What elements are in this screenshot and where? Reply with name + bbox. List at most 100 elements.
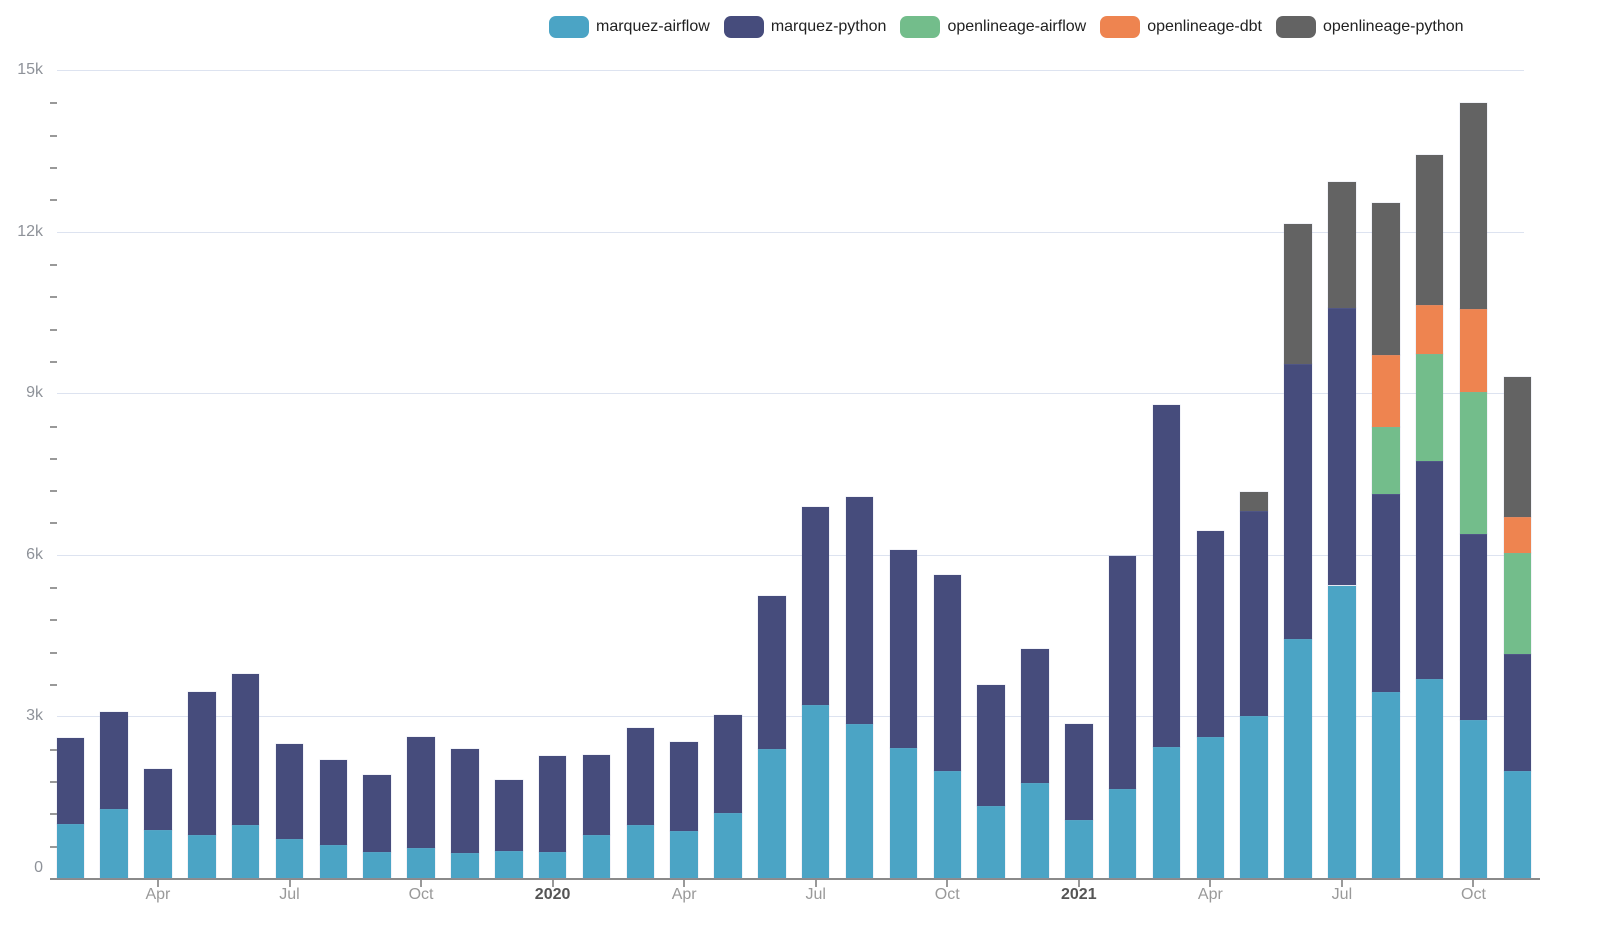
bar-segment-marquez-airflow-2021-02[interactable] bbox=[1108, 788, 1137, 878]
bar-segment-marquez-airflow-2021-01[interactable] bbox=[1065, 819, 1093, 878]
gridline-9k bbox=[57, 393, 1524, 395]
bar-segment-marquez-airflow-2019-09[interactable] bbox=[363, 852, 391, 878]
bar-segment-marquez-airflow-2019-02[interactable] bbox=[56, 823, 84, 878]
bar-segment-marquez-airflow-2020-03[interactable] bbox=[626, 825, 655, 878]
bar-segment-marquez-python-2019-04[interactable] bbox=[144, 769, 172, 831]
bar-segment-marquez-python-2020-06[interactable] bbox=[758, 595, 786, 749]
bar-segment-marquez-python-2019-10[interactable] bbox=[407, 737, 435, 849]
bar-segment-openlineage-dbt-2021-10[interactable] bbox=[1459, 309, 1488, 393]
bar-segment-marquez-airflow-2019-05[interactable] bbox=[188, 835, 216, 878]
bar-segment-marquez-airflow-2020-11[interactable] bbox=[977, 805, 1005, 878]
bar-segment-openlineage-python-2021-11[interactable] bbox=[1503, 376, 1532, 517]
bar-segment-marquez-airflow-2020-01[interactable] bbox=[538, 851, 567, 878]
bar-segment-marquez-python-2020-05[interactable] bbox=[714, 715, 742, 813]
y-minor-tick bbox=[50, 490, 57, 493]
bar-segment-marquez-airflow-2020-10[interactable] bbox=[933, 770, 961, 878]
bar-segment-marquez-python-2021-03[interactable] bbox=[1152, 404, 1181, 747]
bar-segment-openlineage-python-2021-06[interactable] bbox=[1284, 223, 1312, 364]
legend-item-marquez-airflow[interactable]: marquez-airflow bbox=[549, 16, 710, 38]
bar-segment-marquez-airflow-2019-12[interactable] bbox=[495, 851, 523, 878]
y-minor-tick bbox=[50, 296, 57, 299]
bar-segment-marquez-airflow-2021-11[interactable] bbox=[1503, 770, 1532, 878]
bar-segment-marquez-python-2019-07[interactable] bbox=[275, 744, 304, 840]
legend-item-openlineage-dbt[interactable]: openlineage-dbt bbox=[1100, 16, 1262, 38]
bar-segment-marquez-python-2019-05[interactable] bbox=[188, 692, 216, 836]
bar-segment-marquez-python-2020-07[interactable] bbox=[801, 507, 830, 706]
bar-segment-marquez-airflow-2021-06[interactable] bbox=[1284, 639, 1312, 878]
bar-segment-marquez-airflow-2019-10[interactable] bbox=[407, 848, 435, 878]
bar-segment-marquez-python-2020-03[interactable] bbox=[626, 728, 655, 826]
y-minor-tick bbox=[50, 522, 57, 525]
bar-segment-openlineage-python-2021-08[interactable] bbox=[1372, 202, 1400, 356]
bar-segment-marquez-airflow-2019-08[interactable] bbox=[319, 844, 348, 878]
bar-segment-marquez-airflow-2021-05[interactable] bbox=[1240, 716, 1268, 878]
bar-segment-marquez-python-2019-12[interactable] bbox=[495, 779, 523, 852]
bar-segment-marquez-python-2019-02[interactable] bbox=[56, 738, 84, 824]
bar-segment-marquez-python-2020-10[interactable] bbox=[933, 574, 961, 771]
legend-item-openlineage-airflow[interactable]: openlineage-airflow bbox=[900, 16, 1086, 38]
bar-segment-marquez-python-2021-07[interactable] bbox=[1328, 308, 1356, 586]
bar-segment-marquez-python-2021-02[interactable] bbox=[1108, 556, 1137, 789]
bar-segment-openlineage-airflow-2021-10[interactable] bbox=[1459, 392, 1488, 534]
bar-segment-marquez-airflow-2021-10[interactable] bbox=[1459, 720, 1488, 878]
bar-segment-marquez-airflow-2019-11[interactable] bbox=[451, 853, 479, 878]
legend-item-openlineage-python[interactable]: openlineage-python bbox=[1275, 16, 1464, 38]
bar-segment-marquez-airflow-2020-02[interactable] bbox=[582, 835, 611, 878]
bar-segment-marquez-python-2019-03[interactable] bbox=[100, 711, 128, 809]
bar-segment-marquez-airflow-2020-12[interactable] bbox=[1021, 782, 1049, 878]
bar-segment-marquez-python-2019-09[interactable] bbox=[363, 775, 391, 853]
bar-segment-marquez-airflow-2021-09[interactable] bbox=[1415, 678, 1444, 878]
bar-segment-marquez-python-2020-09[interactable] bbox=[889, 550, 918, 748]
bar-segment-marquez-python-2020-01[interactable] bbox=[538, 755, 567, 852]
bar-segment-openlineage-airflow-2021-08[interactable] bbox=[1372, 427, 1400, 495]
bar-segment-marquez-python-2019-11[interactable] bbox=[451, 748, 479, 854]
bar-segment-marquez-python-2021-11[interactable] bbox=[1503, 653, 1532, 771]
bar-segment-marquez-airflow-2019-07[interactable] bbox=[275, 839, 304, 878]
bar-segment-openlineage-python-2021-10[interactable] bbox=[1459, 102, 1488, 310]
bar-segment-marquez-airflow-2019-03[interactable] bbox=[100, 808, 128, 878]
bar-segment-openlineage-dbt-2021-08[interactable] bbox=[1372, 355, 1400, 428]
bar-segment-marquez-airflow-2019-04[interactable] bbox=[144, 830, 172, 878]
bar-segment-marquez-airflow-2021-08[interactable] bbox=[1372, 692, 1400, 878]
bar-segment-marquez-airflow-2019-06[interactable] bbox=[231, 825, 260, 878]
bar-segment-marquez-python-2021-10[interactable] bbox=[1459, 533, 1488, 721]
bar-segment-openlineage-python-2021-05[interactable] bbox=[1240, 492, 1268, 512]
bar-segment-openlineage-airflow-2021-09[interactable] bbox=[1415, 354, 1444, 462]
bar-segment-marquez-airflow-2020-08[interactable] bbox=[845, 723, 874, 878]
bar-segment-marquez-airflow-2021-04[interactable] bbox=[1196, 737, 1225, 878]
bar-segment-marquez-python-2020-04[interactable] bbox=[670, 741, 698, 831]
x-axis-label-2020-07: Jul bbox=[805, 886, 826, 903]
bar-segment-marquez-python-2019-06[interactable] bbox=[231, 674, 260, 826]
bar-segment-marquez-python-2019-08[interactable] bbox=[319, 760, 348, 845]
bar-segment-marquez-airflow-2020-05[interactable] bbox=[714, 812, 742, 878]
bar-segment-marquez-airflow-2020-07[interactable] bbox=[801, 705, 830, 878]
y-minor-tick bbox=[50, 748, 57, 751]
bar-segment-marquez-airflow-2021-03[interactable] bbox=[1152, 746, 1181, 878]
bar-segment-marquez-airflow-2020-06[interactable] bbox=[758, 748, 786, 878]
bar-segment-marquez-python-2021-06[interactable] bbox=[1284, 363, 1312, 640]
bar-segment-marquez-python-2021-04[interactable] bbox=[1196, 530, 1225, 738]
y-axis-label: 12k bbox=[17, 222, 43, 240]
legend-item-marquez-python[interactable]: marquez-python bbox=[723, 16, 886, 38]
bar-segment-marquez-airflow-2021-07[interactable] bbox=[1328, 585, 1356, 878]
bar-segment-openlineage-dbt-2021-11[interactable] bbox=[1503, 516, 1532, 554]
bar-segment-marquez-python-2021-08[interactable] bbox=[1372, 494, 1400, 693]
y-minor-tick bbox=[50, 457, 57, 460]
legend-swatch-icon bbox=[900, 16, 941, 38]
x-axis-label-2020-01: 2020 bbox=[534, 886, 571, 903]
bar-segment-marquez-airflow-2020-04[interactable] bbox=[670, 830, 698, 878]
bar-segment-marquez-python-2021-01[interactable] bbox=[1065, 723, 1093, 820]
bar-segment-marquez-python-2021-05[interactable] bbox=[1240, 511, 1268, 717]
bar-segment-marquez-python-2020-12[interactable] bbox=[1021, 648, 1049, 783]
bar-segment-openlineage-airflow-2021-11[interactable] bbox=[1503, 553, 1532, 654]
bar-segment-marquez-airflow-2020-09[interactable] bbox=[889, 747, 918, 878]
bar-segment-openlineage-python-2021-09[interactable] bbox=[1415, 154, 1444, 305]
bar-segment-marquez-python-2020-11[interactable] bbox=[977, 685, 1005, 806]
bar-segment-openlineage-python-2021-07[interactable] bbox=[1328, 182, 1356, 309]
legend-label: openlineage-airflow bbox=[947, 18, 1087, 35]
bar-segment-marquez-python-2021-09[interactable] bbox=[1415, 461, 1444, 679]
bar-segment-marquez-python-2020-08[interactable] bbox=[845, 496, 874, 724]
bar-segment-marquez-python-2020-02[interactable] bbox=[582, 754, 611, 836]
y-minor-tick bbox=[50, 425, 57, 428]
bar-segment-openlineage-dbt-2021-09[interactable] bbox=[1415, 304, 1444, 355]
